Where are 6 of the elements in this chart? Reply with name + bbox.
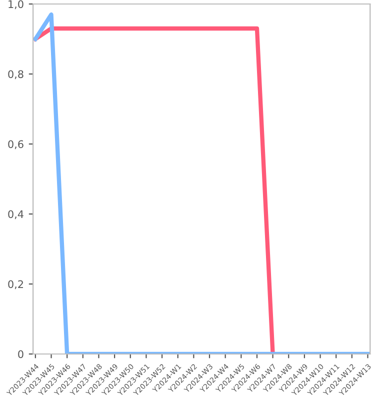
y-tick-label: 1,0: [8, 0, 24, 10]
y-tick-label: 0,8: [8, 70, 24, 80]
y-tick-label: 0,2: [8, 280, 23, 290]
y-tick-label: 0,6: [8, 140, 24, 150]
y-tick-label: 0,4: [8, 210, 24, 220]
y-tick-label: 0: [18, 350, 24, 358]
